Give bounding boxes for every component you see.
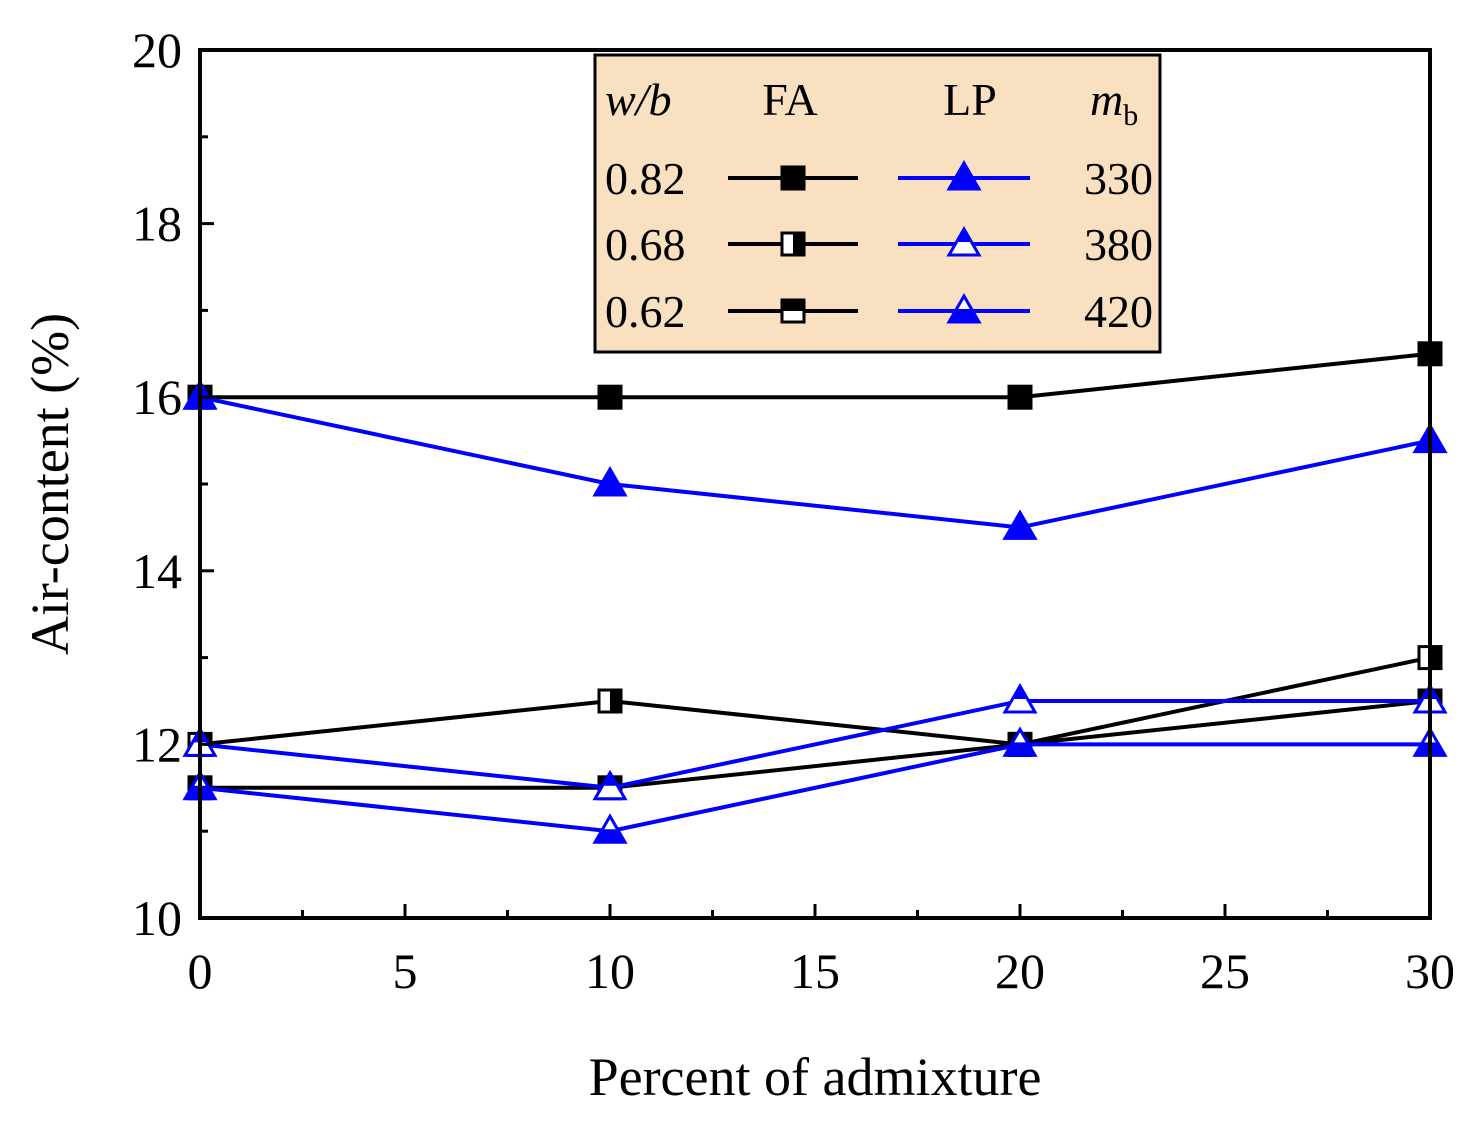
y-tick-label: 14 (132, 543, 182, 599)
x-tick-label: 5 (393, 943, 418, 999)
data-point (592, 465, 628, 497)
legend-fa-marker (780, 298, 806, 324)
legend-header-mb: mb (1090, 74, 1138, 132)
legend-header-wb: w/b (605, 74, 671, 125)
x-tick-label: 0 (188, 943, 213, 999)
plot-area (182, 341, 1448, 844)
y-tick-label: 10 (132, 890, 182, 946)
series-line (199, 742, 1430, 834)
series-line (199, 395, 1431, 530)
x-tick-label: 30 (1405, 943, 1455, 999)
y-tick-label: 20 (132, 22, 182, 78)
data-point (1002, 726, 1038, 757)
y-tick-label: 18 (132, 196, 182, 252)
y-tick-label: 16 (132, 369, 182, 425)
series-lp-380 (182, 682, 1448, 801)
legend-row: 0.68 380 (605, 219, 1153, 270)
legend: w/b FA LP mb 0.82 330 0.68 380 0.62 420 (593, 53, 1162, 354)
legend-lp-marker (946, 159, 982, 191)
legend-box (593, 53, 1162, 354)
x-tick-label: 10 (585, 943, 635, 999)
legend-row: 0.62 420 (605, 286, 1153, 337)
legend-row: 0.82 330 (605, 153, 1153, 204)
x-tick-label: 15 (790, 943, 840, 999)
data-point (592, 769, 628, 801)
data-point (592, 813, 628, 844)
x-tick-label: 20 (995, 943, 1045, 999)
data-point (1007, 384, 1033, 410)
data-point (1002, 509, 1038, 540)
legend-wb-value: 0.62 (605, 286, 686, 337)
legend-fa-marker (780, 165, 806, 191)
series-line (199, 699, 1430, 790)
legend-header-fa: FA (762, 74, 817, 125)
legend-lp-marker (946, 292, 982, 324)
legend-header-lp: LP (943, 74, 997, 125)
legend-mb-value: 420 (1084, 286, 1153, 337)
axes: 0 5 10 15 20 25 30 10 12 14 16 18 20 (132, 22, 1455, 999)
legend-mb-value: 380 (1084, 219, 1153, 270)
legend-fa-marker (780, 231, 806, 257)
x-axis-title: Percent of admixture (589, 1047, 1042, 1107)
series-line (200, 351, 1431, 400)
data-point (597, 384, 623, 410)
y-tick-label: 12 (132, 716, 182, 772)
x-tick-label: 25 (1200, 943, 1250, 999)
series-lp-330 (182, 379, 1448, 540)
legend-wb-value: 0.68 (605, 219, 686, 270)
series-line (200, 699, 1431, 790)
y-axis-title: Air-content (%) (20, 313, 80, 655)
legend-mb-value: 330 (1084, 153, 1153, 204)
data-point (597, 688, 623, 714)
data-point (1002, 682, 1038, 714)
legend-wb-value: 0.82 (605, 153, 686, 204)
legend-lp-marker (946, 225, 982, 257)
